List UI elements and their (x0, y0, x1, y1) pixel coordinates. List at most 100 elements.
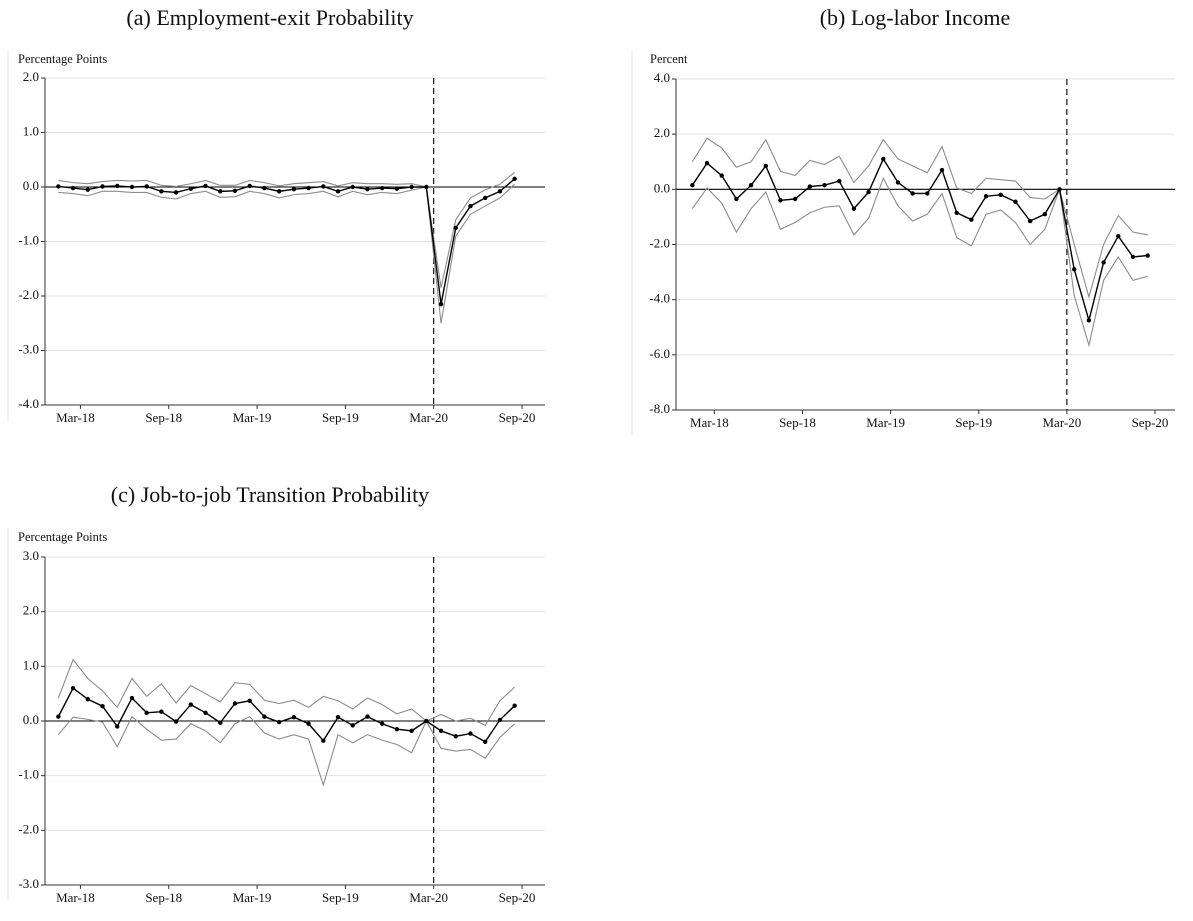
y-tick-label: 1.0 (23, 123, 39, 138)
y-tick-label: 0.0 (23, 712, 39, 727)
point (748, 182, 754, 188)
point (438, 728, 444, 734)
y-tick-label: 2.0 (23, 69, 39, 84)
y-tick-label: -3.0 (18, 341, 39, 356)
point (276, 189, 282, 194)
point (1042, 211, 1048, 217)
y-tick-label: 3.0 (23, 548, 39, 563)
point (144, 710, 149, 715)
point (350, 723, 355, 728)
point (453, 225, 458, 231)
y-tick-label: -2.0 (18, 287, 39, 302)
point (70, 185, 76, 191)
point (954, 210, 959, 215)
point (350, 184, 355, 190)
x-tick-label: Sep-18 (145, 410, 182, 425)
y-tick-label: -4.0 (18, 396, 39, 411)
y-tick-label: 0.0 (654, 180, 670, 195)
point (56, 184, 61, 189)
point (335, 189, 341, 194)
point (1013, 199, 1018, 204)
x-tick-label: Mar-19 (866, 415, 905, 430)
y-tick-label: -8.0 (649, 401, 670, 416)
point (807, 184, 813, 189)
point (497, 717, 503, 723)
point (969, 217, 974, 222)
point (291, 186, 297, 192)
point (837, 178, 842, 184)
point (85, 696, 90, 702)
point (188, 702, 194, 707)
point (159, 709, 164, 714)
point (159, 189, 164, 194)
series-line (58, 178, 516, 305)
point (1116, 234, 1121, 239)
point (483, 195, 488, 201)
point (173, 190, 179, 195)
y-tick-label: 0.0 (23, 178, 39, 193)
point (365, 186, 370, 192)
point (822, 182, 827, 188)
point (468, 203, 473, 209)
point (453, 734, 458, 739)
y-tick-label: -2.0 (18, 821, 39, 836)
point (232, 701, 238, 706)
series-line (57, 715, 516, 787)
point (85, 187, 90, 192)
point (218, 720, 223, 725)
chart-title: (a) Employment-exit Probability (126, 5, 413, 30)
series-line (58, 171, 515, 288)
point (998, 192, 1003, 198)
point (203, 183, 208, 189)
x-tick-label: Sep-19 (955, 415, 992, 430)
point (939, 167, 945, 173)
y-tick-label: 1.0 (23, 657, 39, 672)
point (379, 721, 385, 726)
series-line (57, 658, 516, 727)
point (232, 188, 238, 194)
point (1086, 318, 1092, 323)
x-tick-label: Mar-20 (409, 890, 448, 905)
series-line (691, 176, 1148, 348)
point (394, 727, 400, 732)
point (424, 184, 429, 190)
y-tick-label: -6.0 (649, 346, 670, 361)
point (306, 721, 311, 726)
point (866, 189, 871, 195)
x-tick-label: Mar-20 (409, 410, 448, 425)
point (438, 301, 444, 307)
y-tick-label: 4.0 (654, 70, 670, 85)
point (734, 196, 739, 202)
point (100, 704, 105, 709)
point (276, 719, 282, 725)
point (1057, 187, 1062, 192)
point (262, 185, 267, 191)
x-tick-label: Mar-19 (233, 410, 272, 425)
point (129, 184, 135, 190)
point (144, 184, 149, 189)
point (690, 182, 695, 188)
point (1101, 260, 1106, 265)
point (704, 160, 710, 166)
point (218, 189, 223, 194)
point (983, 194, 989, 199)
y-axis-label: Percent (650, 52, 688, 66)
y-tick-label: -2.0 (649, 235, 670, 250)
point (512, 176, 517, 182)
point (203, 710, 208, 715)
point (394, 186, 400, 191)
point (115, 724, 120, 729)
point (321, 738, 326, 743)
point (1130, 254, 1136, 260)
point (56, 714, 61, 719)
point (778, 198, 783, 203)
point (881, 156, 886, 162)
point (291, 714, 297, 720)
chart-title: (c) Job-to-job Transition Probability (111, 482, 429, 507)
point (512, 703, 517, 708)
point (851, 206, 857, 211)
y-axis-label: Percentage Points (18, 530, 107, 544)
y-tick-label: -1.0 (18, 767, 39, 782)
series-line (57, 687, 516, 743)
point (321, 184, 326, 189)
